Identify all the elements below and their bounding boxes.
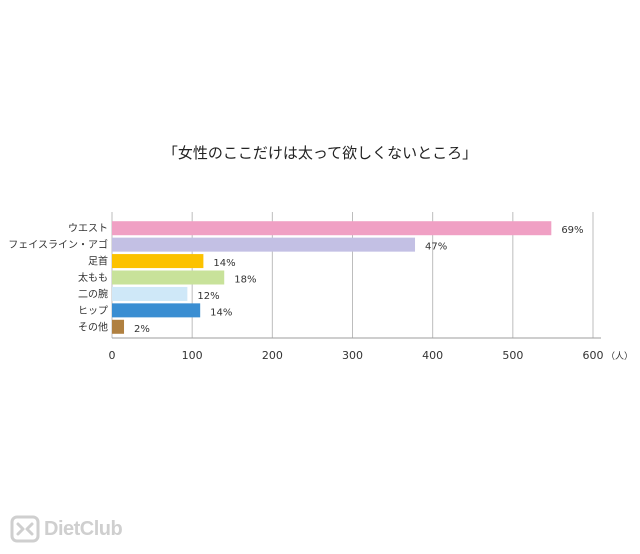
bar — [112, 303, 201, 318]
bar — [112, 270, 225, 285]
category-label: 足首 — [88, 255, 108, 268]
dietclub-logo-text: DietClub — [44, 517, 123, 540]
x-tick-label: 600 — [583, 349, 604, 362]
data-label: 47% — [425, 242, 447, 253]
bar — [112, 237, 416, 252]
x-unit-label: （人） — [606, 351, 633, 362]
dietclub-logo: DietClub — [10, 514, 123, 544]
data-label: 12% — [197, 291, 219, 302]
x-tick-label: 200 — [262, 349, 283, 362]
chart-title: 「女性のここだけは太って欲しくないところ」 — [162, 144, 478, 162]
x-tick-label: 0 — [109, 349, 116, 362]
bar — [112, 319, 125, 334]
bar — [112, 221, 552, 236]
data-label: 69% — [561, 225, 583, 236]
x-tick-label: 100 — [182, 349, 203, 362]
bars — [112, 221, 552, 334]
data-label: 18% — [234, 275, 256, 286]
category-label: ヒップ — [78, 305, 108, 317]
category-label: 二の腕 — [78, 287, 108, 300]
labels: 0 100 200 300 400 500 600 （人） ウエスト 69% フェイスライン・アゴ 4… — [8, 223, 633, 362]
category-label: その他 — [78, 320, 108, 333]
category-label: 太もも — [78, 271, 108, 284]
x-tick-label: 500 — [502, 349, 523, 362]
dietclub-logo-icon — [10, 515, 40, 543]
bar — [112, 254, 204, 269]
category-label: フェイスライン・アゴ — [8, 238, 108, 251]
bar — [112, 286, 188, 301]
data-label: 2% — [134, 324, 150, 335]
x-tick-label: 400 — [422, 349, 443, 362]
data-label: 14% — [210, 307, 232, 318]
category-label: ウエスト — [68, 223, 108, 235]
data-label: 14% — [213, 258, 235, 269]
x-tick-label: 300 — [342, 349, 363, 362]
